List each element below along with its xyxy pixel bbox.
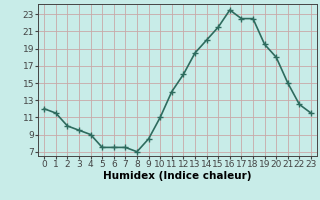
X-axis label: Humidex (Indice chaleur): Humidex (Indice chaleur) xyxy=(103,171,252,181)
